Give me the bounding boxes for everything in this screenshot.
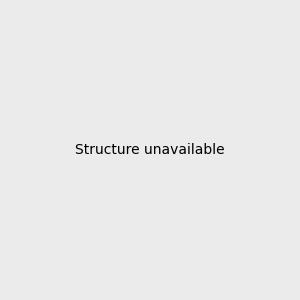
Text: Structure unavailable: Structure unavailable — [75, 143, 225, 157]
